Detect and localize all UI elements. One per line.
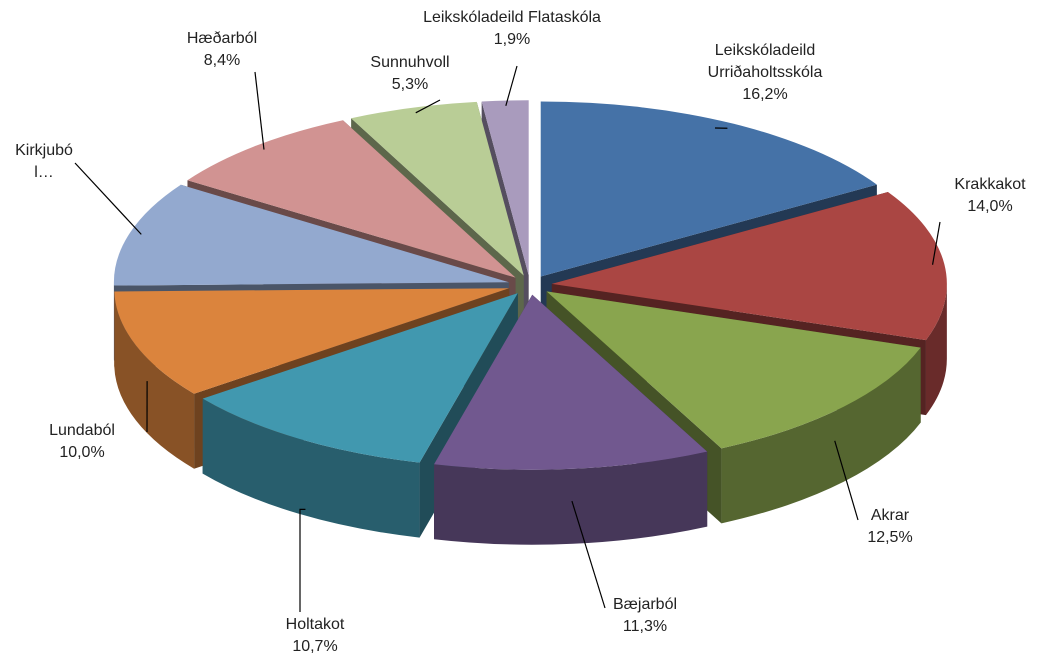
value-label: 1,9%	[493, 31, 531, 48]
slice-wall	[114, 291, 195, 469]
pie-slice	[540, 101, 877, 277]
leader-line	[74, 162, 142, 235]
slice-wall	[434, 451, 708, 545]
pie-slice	[187, 120, 516, 278]
slice-wall	[202, 398, 420, 538]
leader-line	[415, 99, 441, 114]
value-label: 5,3%	[391, 76, 429, 93]
category-label: Hæðarból	[186, 30, 258, 47]
value-label: 12,5%	[867, 529, 913, 546]
leader-line	[299, 508, 306, 612]
category-label: Sunnuhvoll	[370, 54, 450, 71]
category-label: Kirkjuból…	[15, 142, 73, 181]
leader-line	[834, 440, 859, 521]
category-label: Leikskóladeild Flataskóla	[423, 9, 601, 26]
category-label: Lundaból	[49, 422, 115, 439]
slice-tops	[113, 100, 947, 470]
value-label: 8,4%	[203, 52, 241, 69]
pie-slice	[114, 288, 510, 394]
category-label: Akrar	[870, 507, 910, 524]
value-label: 11,3%	[622, 618, 668, 635]
pie-slice	[113, 184, 509, 286]
value-label: 16,2%	[742, 86, 788, 103]
slice-label: Krakkakot 14,0%	[935, 174, 1045, 218]
slice-label: Leikskóladeild Flataskóla 1,9%	[382, 7, 642, 51]
leader-line	[571, 500, 606, 609]
pie-slice	[351, 101, 524, 276]
slice-label: Akrar 12,5%	[850, 505, 930, 549]
slice-label: Lundaból 10,0%	[27, 420, 137, 464]
value-label: 10,0%	[59, 444, 105, 461]
slice-label: Bæjarból 11,3%	[595, 594, 695, 638]
slice-label: Sunnuhvoll 5,3%	[360, 52, 460, 96]
pie-slice	[481, 100, 529, 276]
slice-wall	[925, 283, 947, 416]
slice-label: Kirkjuból…	[15, 140, 73, 184]
leader-line	[254, 71, 265, 150]
slice-label: Hæðarból 8,4%	[172, 28, 272, 72]
pie-slice	[202, 293, 518, 463]
pie-slice	[434, 294, 708, 470]
slice-wall	[721, 347, 921, 524]
pie-slice	[546, 291, 921, 449]
category-label: Holtakot	[285, 616, 345, 633]
leader-line	[505, 65, 518, 106]
category-label: Krakkakot	[954, 176, 1026, 193]
value-label: 10,7%	[292, 638, 338, 655]
pie-slice	[551, 191, 947, 341]
value-label: 14,0%	[967, 198, 1013, 215]
category-label: Leikskóladeild Urriðaholtsskóla	[707, 42, 823, 81]
slice-label: Leikskóladeild Urriðaholtsskóla 16,2%	[685, 40, 845, 106]
slice-label: Holtakot 10,7%	[265, 614, 365, 658]
leader-line	[931, 221, 941, 265]
category-label: Bæjarból	[612, 596, 678, 613]
